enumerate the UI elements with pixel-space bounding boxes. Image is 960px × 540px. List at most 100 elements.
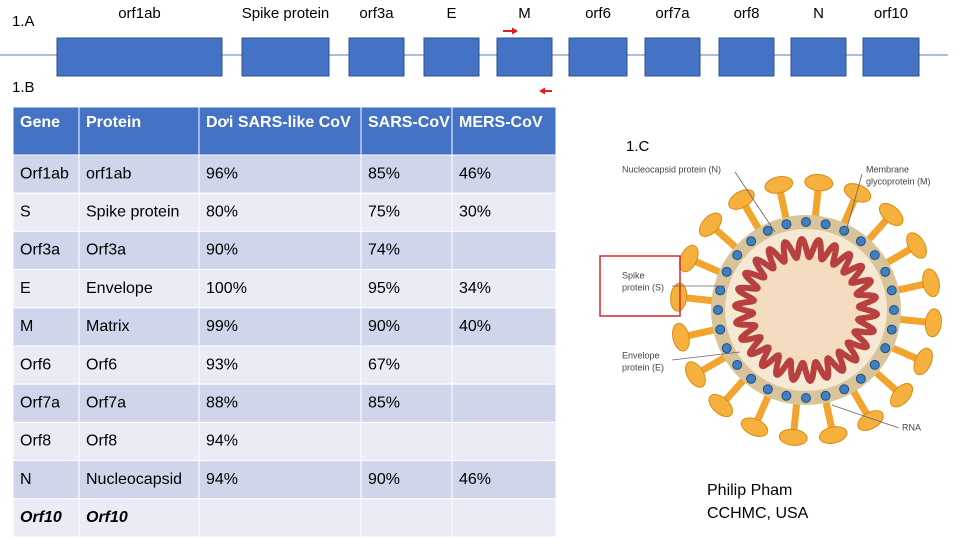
membrane-protein [715,285,726,296]
membrane-protein [801,393,811,403]
membrane-protein [762,225,773,236]
table-cell [78,154,200,194]
cell-text: 95% [368,280,400,297]
annotation-line [831,404,900,429]
table-cell [360,192,453,232]
gene-box [644,37,701,77]
annotation-text: Membrane [866,164,909,174]
table-cell [78,421,200,462]
cell-text: 67% [368,356,400,373]
table-cell [360,345,453,385]
table-cell [12,307,80,347]
cell-text: 85% [368,165,400,182]
annotation-text: Envelope [622,350,660,360]
spike-head [672,322,690,352]
cell-text: Orf3a [20,242,60,259]
membrane-protein [820,219,831,230]
cell-text: 99% [206,318,238,335]
table-cell [451,269,557,309]
gene-label: N [813,5,824,22]
table-cell [198,230,362,271]
table-cell [12,192,80,232]
gene-label: orf3a [359,5,394,22]
rna-coil [731,235,881,385]
header-text: SARS-CoV [368,114,450,131]
table-cell [198,383,362,423]
cell-text: Orf6 [20,356,51,373]
cell-text: 74% [368,242,400,259]
section-label: 1.C [626,138,650,155]
cell-text: Orf6 [86,356,117,373]
section-label: 1.B [12,79,35,96]
cell-text: 30% [459,204,491,221]
membrane-protein [715,324,726,335]
gene-box [423,37,480,77]
membrane-protein [732,250,743,261]
cell-text: E [20,280,31,297]
annotation-line [844,173,863,236]
table-cell [360,383,453,423]
table-cell [198,421,362,462]
membrane-protein [869,250,880,261]
membrane-protein [820,390,831,401]
membrane-protein [713,305,723,315]
spike-head [778,428,808,446]
membrane-protein [886,324,897,335]
cell-text: 94% [206,471,238,488]
membrane-protein [869,359,880,370]
spike-head [818,426,848,444]
cell-text: Orf10 [86,509,128,526]
table-cell [198,154,362,194]
spike-head [922,268,940,298]
membrane-protein [781,390,792,401]
virus-illustration [670,174,942,446]
cell-text: 93% [206,356,238,373]
cell-text: S [20,204,31,221]
spike-head [740,417,769,437]
membrane-protein [781,219,792,230]
cell-text: 75% [368,204,400,221]
membrane-protein [746,373,757,384]
header-text: Protein [86,114,141,131]
annotation-text: RNA [902,422,921,432]
cell-text: 85% [368,395,400,412]
table-cell [78,498,200,538]
table-cell [451,230,557,271]
cell-text: 46% [459,471,491,488]
gene-box [348,37,405,77]
table-cell [12,154,80,194]
membrane-protein [746,236,757,247]
spike-head [924,308,942,338]
section-label: 1.A [12,13,35,30]
gene-box [718,37,775,77]
gene-box [862,37,920,77]
spike-head [906,232,927,259]
cell-text: Orf3a [86,242,126,259]
table-cell [12,230,80,271]
membrane-protein [855,373,866,384]
gene-label: orf7a [655,5,690,22]
membrane-protein [880,266,891,277]
membrane-protein [762,384,773,395]
annotation-line [734,171,776,233]
membrane-protein [839,384,850,395]
cell-text: 96% [206,165,238,182]
table-cell [12,421,80,462]
cell-text: 94% [206,433,238,450]
spike-head [708,393,734,418]
membrane-protein [886,285,897,296]
header-text: Dơi SARS-like CoV [206,114,351,131]
spike-head [679,244,699,273]
gene-label: E [446,5,456,22]
membrane-protein [889,305,899,315]
table-cell [360,269,453,309]
cell-text: Nucleocapsid [86,471,182,488]
table-cell [360,230,453,271]
table-cell [198,498,362,538]
cell-text: M [20,318,33,335]
table-cell [451,460,557,500]
annotation-text: protein (E) [622,362,664,372]
gene-label: Spike protein [242,5,330,22]
table-cell [78,460,200,500]
table-cell [360,154,453,194]
